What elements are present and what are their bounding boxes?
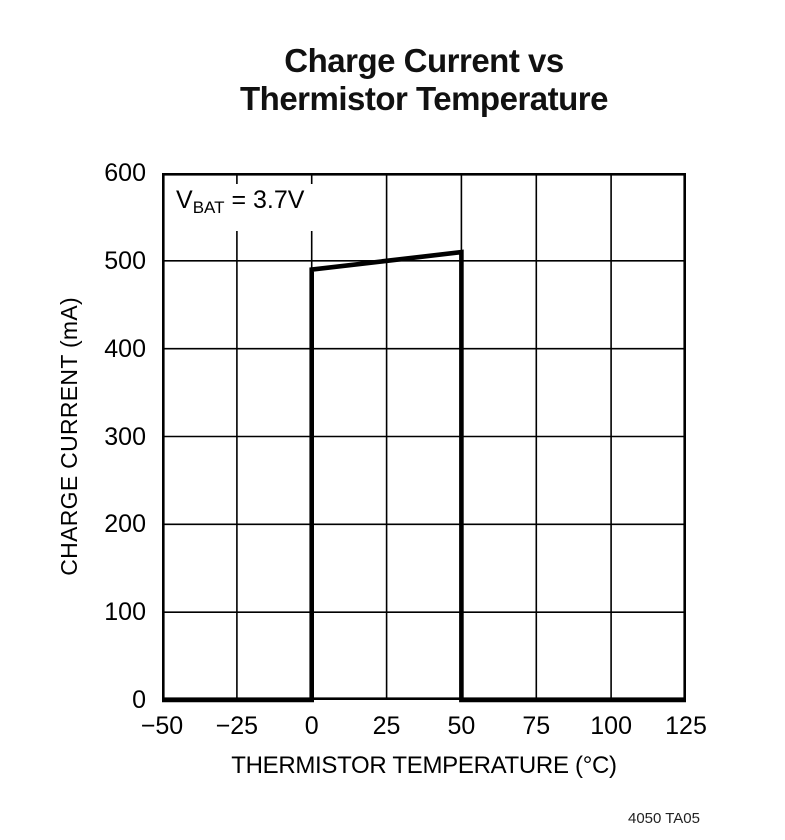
plot-svg bbox=[161, 172, 687, 703]
x-tick-label: −25 bbox=[215, 712, 259, 740]
chart-title-line1: Charge Current vs bbox=[284, 42, 564, 79]
chart-title: Charge Current vs Thermistor Temperature bbox=[162, 42, 686, 118]
x-tick-label: 0 bbox=[304, 712, 319, 740]
vbat-value: = 3.7V bbox=[224, 186, 305, 214]
x-tick-label: 50 bbox=[447, 712, 476, 740]
charge-current-trace bbox=[162, 249, 686, 703]
x-tick-label: 100 bbox=[590, 712, 632, 740]
x-tick-label: 75 bbox=[522, 712, 551, 740]
y-tick-label: 400 bbox=[104, 334, 146, 363]
y-tick-label: 100 bbox=[104, 598, 146, 627]
figure-number: 4050 TA05 bbox=[627, 810, 700, 827]
y-tick-label: 0 bbox=[132, 686, 146, 714]
y-tick-label: 200 bbox=[104, 510, 146, 539]
vbat-subscript: BAT bbox=[192, 198, 225, 217]
x-tick-label: 25 bbox=[372, 712, 401, 740]
chart-title-line2: Thermistor Temperature bbox=[240, 80, 608, 117]
grid-layer bbox=[162, 173, 686, 700]
vbat-annotation: VBAT = 3.7V bbox=[173, 184, 314, 231]
vbat-symbol: V bbox=[176, 186, 193, 214]
x-tick-label: −50 bbox=[140, 712, 184, 740]
x-axis-title: THERMISTOR TEMPERATURE (°C) bbox=[231, 752, 617, 779]
plot-area: VBAT = 3.7V bbox=[161, 172, 687, 703]
plot-frame bbox=[161, 172, 687, 701]
y-tick-label: 300 bbox=[104, 422, 146, 451]
y-tick-label: 600 bbox=[104, 159, 146, 187]
y-tick-label: 500 bbox=[104, 246, 146, 275]
x-tick-label: 125 bbox=[665, 712, 707, 740]
